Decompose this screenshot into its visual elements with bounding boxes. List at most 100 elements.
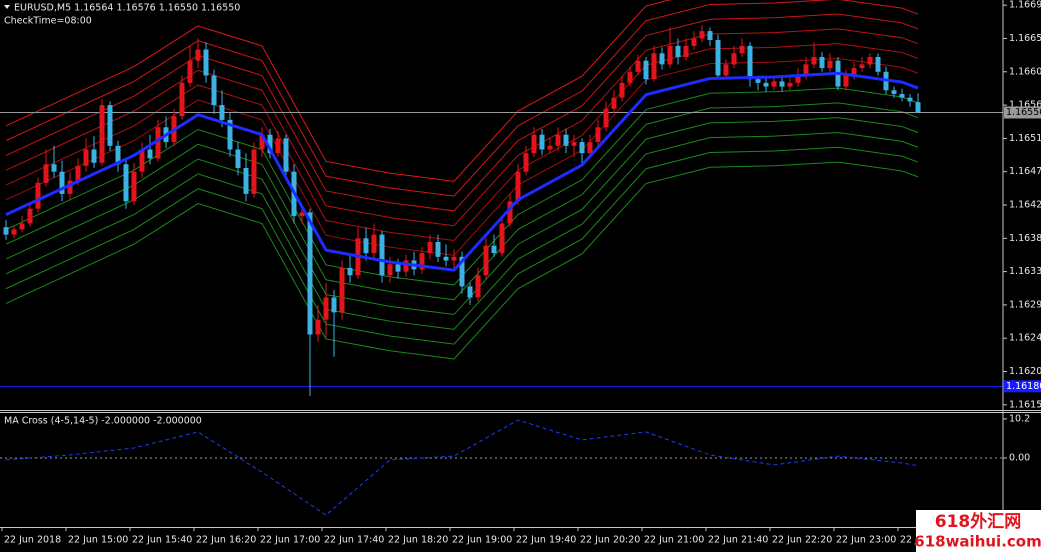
candle-body <box>259 134 265 150</box>
candle-body <box>451 256 457 261</box>
candle-body <box>891 90 897 94</box>
envelope-band <box>5 161 919 360</box>
candle-body <box>203 49 209 76</box>
candle-body <box>187 60 193 83</box>
y-tick-label: 1.16335 <box>1009 266 1041 277</box>
candle-body <box>811 56 817 65</box>
candle-body <box>323 297 329 320</box>
candle-body <box>707 31 713 40</box>
candle-body <box>763 82 769 87</box>
y-tick-label: 1.16695 <box>1009 0 1041 11</box>
candle-body <box>459 256 465 287</box>
candle-body <box>779 81 785 87</box>
envelope-band <box>5 28 919 227</box>
candle-body <box>563 134 569 146</box>
candle-body <box>99 105 105 163</box>
candle-body <box>379 234 385 276</box>
candle-body <box>691 38 697 46</box>
envelope-band <box>5 146 919 345</box>
x-tick-label: 22 Jun 16:20 <box>196 535 256 546</box>
candle-body <box>227 119 233 150</box>
candle-body <box>555 134 561 146</box>
envelope-band <box>5 0 919 197</box>
candle-body <box>723 64 729 76</box>
watermark: 618外汇网 618waihui.com <box>914 510 1041 552</box>
candle-body <box>419 253 425 270</box>
x-tick-label: 22 Jun 22:20 <box>772 535 832 546</box>
candle-body <box>667 45 673 65</box>
candle-body <box>795 75 801 83</box>
candle-body <box>915 102 921 113</box>
candle-body <box>59 171 65 194</box>
candle-body <box>427 242 433 254</box>
y-tick-label: 1.16470 <box>1009 166 1041 177</box>
candle-body <box>619 82 625 98</box>
symbol-menu-arrow <box>4 5 10 9</box>
candle-body <box>587 142 593 154</box>
candle-body <box>395 264 401 272</box>
candle-body <box>275 138 281 154</box>
candle-body <box>675 45 681 57</box>
indicator-pane <box>0 419 1003 516</box>
chart-title: EURUSD,M5 1.16564 1.16576 1.16550 1.1655… <box>14 3 240 14</box>
chart-subtitle: CheckTime=08:00 <box>4 16 92 27</box>
x-tick-label: 22 Jun 15:00 <box>68 535 128 546</box>
candle-body <box>371 234 377 254</box>
candle-body <box>907 97 913 102</box>
candle-body <box>771 81 777 87</box>
candle-body <box>651 53 657 80</box>
y-tick-label: 1.16380 <box>1009 233 1041 244</box>
candle-body <box>211 75 217 106</box>
candle-body <box>859 64 865 69</box>
candle-body <box>755 79 761 83</box>
candle-body <box>899 93 905 98</box>
candle-body <box>435 242 441 257</box>
price-line-label: 1.16550 <box>1006 107 1041 118</box>
candle-body <box>51 164 57 172</box>
watermark-text: 618外汇网 <box>935 511 1022 532</box>
candle-body <box>659 53 665 65</box>
y-tick-label: 1.16650 <box>1009 33 1041 44</box>
candle-body <box>235 149 241 168</box>
candle-body <box>219 105 225 120</box>
candle-body <box>643 60 649 80</box>
candle-body <box>347 267 353 276</box>
candle-body <box>683 45 689 57</box>
y-tick-label: 1.16425 <box>1009 200 1041 211</box>
candle-body <box>475 275 481 298</box>
candle-body <box>35 182 41 209</box>
indicator-line <box>5 419 919 516</box>
candle-body <box>827 60 833 69</box>
candle-body <box>731 53 737 65</box>
candle-body <box>195 49 201 61</box>
candle-body <box>715 39 721 76</box>
y-tick-label: 1.16605 <box>1009 66 1041 77</box>
envelope-band <box>5 43 919 242</box>
candle-body <box>515 171 521 202</box>
candle-body <box>147 149 153 159</box>
candle-body <box>483 245 489 276</box>
x-tick-label: 22 Jun 19:40 <box>516 535 576 546</box>
x-tick-label: 22 Jun 20:20 <box>580 535 640 546</box>
candle-body <box>307 212 313 335</box>
moving-average <box>5 71 919 272</box>
candle-body <box>363 238 369 254</box>
candle-body <box>843 75 849 87</box>
y-tick-label: 1.16245 <box>1009 333 1041 344</box>
candle-body <box>787 82 793 87</box>
candle-body <box>243 167 249 194</box>
candle-body <box>19 223 25 230</box>
y-tick-label: 1.16560 <box>1009 100 1041 111</box>
candle-body <box>267 134 273 154</box>
candle-body <box>699 31 705 39</box>
candle-body <box>27 208 33 224</box>
candle-body <box>547 145 553 150</box>
candle-body <box>315 319 321 335</box>
candle-body <box>739 45 745 54</box>
price-line-box <box>1004 106 1041 119</box>
candle-body <box>571 142 577 146</box>
x-tick-label: 22 Jun 17:00 <box>260 535 320 546</box>
y-tick-label: 0.00 <box>1009 453 1030 464</box>
candle-body <box>3 227 9 235</box>
candle-body <box>803 64 809 76</box>
